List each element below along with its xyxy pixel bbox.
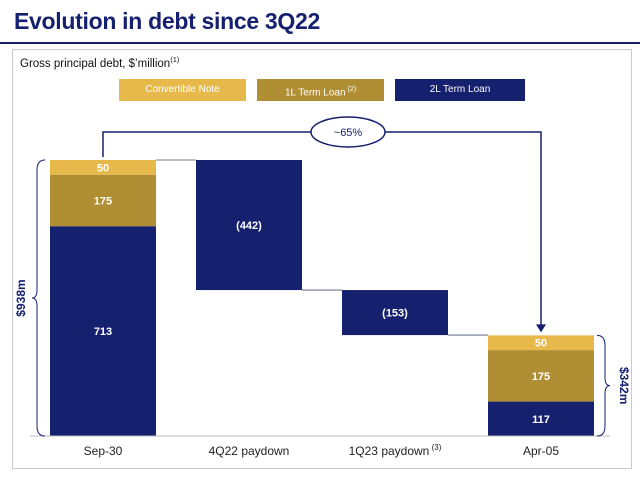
subtitle-text: Gross principal debt, $’million: [20, 57, 171, 70]
data-label-apr-05-1l-term-loan: 175: [532, 371, 550, 383]
left-total-brace: [31, 159, 46, 437]
legend-item-1l-term-loan: 1L Term Loan (2): [257, 79, 384, 101]
chart-panel: [12, 49, 632, 469]
reduction-arrow-line: [102, 131, 542, 327]
x-tick-label-apr-05: Apr-05: [523, 444, 559, 458]
legend-footnote: (2): [345, 86, 357, 93]
reduction-arrow-head: [536, 324, 546, 333]
right-total-brace: [596, 334, 611, 437]
legend-label: Convertible Note: [145, 84, 220, 95]
data-label-1q23-paydown: (153): [382, 308, 408, 320]
chart-subtitle: Gross principal debt, $’million(1): [20, 55, 179, 70]
bar-sep-30-1l-term-loan: [50, 174, 156, 227]
x-tick-footnote: (3): [429, 443, 441, 452]
legend-item-convertible-note: Convertible Note: [119, 79, 246, 101]
legend-label: 1L Term Loan: [284, 87, 346, 99]
data-label-sep-30-2l-term-loan: 713: [94, 326, 112, 338]
left-total-label: $938m: [14, 279, 28, 316]
data-label-apr-05-convertible-note: 50: [535, 338, 547, 350]
bar-1q23-paydown: [342, 290, 448, 336]
bar-apr-05-2l-term-loan: [488, 401, 594, 436]
reduction-oval: [310, 116, 386, 148]
legend-item-2l-term-loan: 2L Term Loan: [395, 79, 525, 101]
bar-sep-30-convertible-note: [50, 160, 156, 175]
subtitle-footnote: (1): [170, 55, 180, 64]
x-tick-label-4q22-paydown: 4Q22 paydown: [209, 444, 290, 458]
bar-apr-05-1l-term-loan: [488, 350, 594, 402]
data-label-apr-05-2l-term-loan: 117: [532, 414, 550, 426]
title-divider: [0, 42, 640, 44]
data-label-4q22-paydown: (442): [236, 220, 262, 232]
data-label-sep-30-convertible-note: 50: [97, 162, 109, 174]
reduction-label: ~65%: [334, 127, 363, 139]
x-tick-label-1q23-paydown: 1Q23 paydown (3): [349, 443, 442, 458]
x-tick-label-sep-30: Sep-30: [84, 444, 123, 458]
page-title: Evolution in debt since 3Q22: [14, 8, 320, 34]
bar-apr-05-convertible-note: [488, 335, 594, 351]
right-total-label: $342m: [617, 367, 631, 404]
bar-sep-30-2l-term-loan: [50, 226, 156, 436]
bar-4q22-paydown: [196, 160, 302, 291]
data-label-sep-30-1l-term-loan: 175: [94, 195, 112, 207]
legend-label: 2L Term Loan: [429, 84, 491, 95]
